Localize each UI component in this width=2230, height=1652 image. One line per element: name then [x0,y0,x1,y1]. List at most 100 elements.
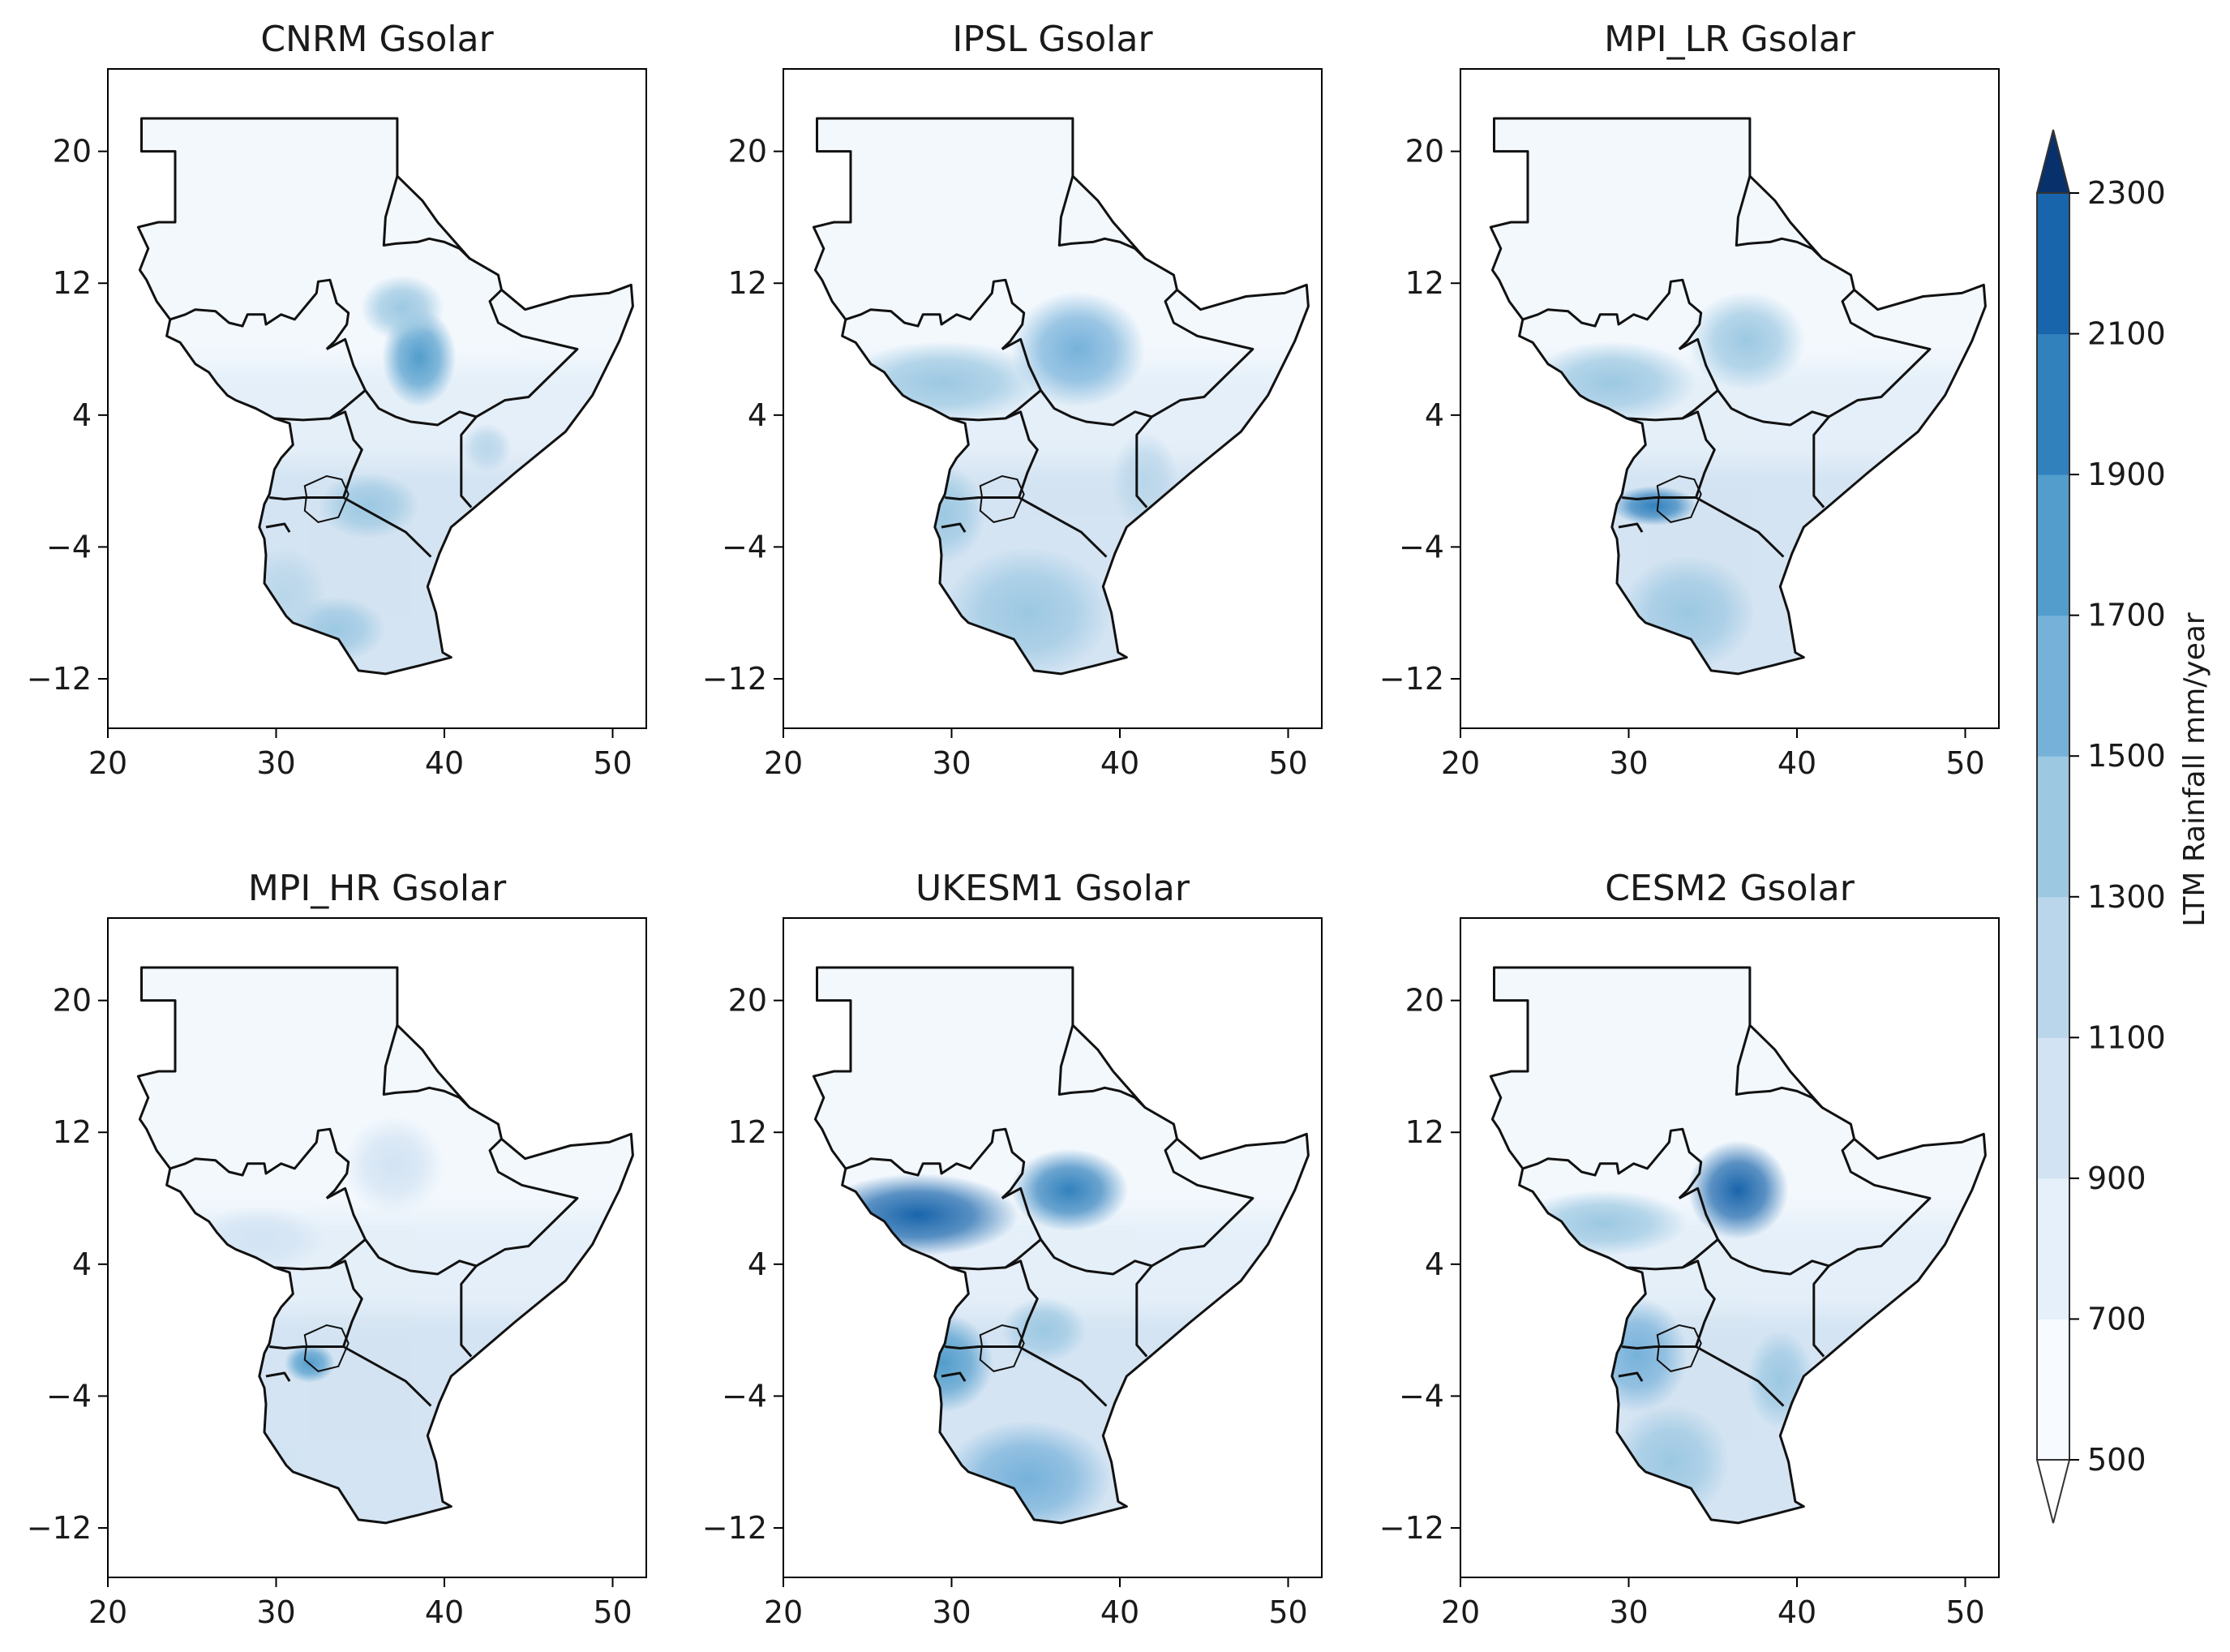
x-tick-label: 50 [593,745,632,781]
x-tick-label: 40 [1778,1594,1816,1630]
rainfall-hotspot [343,1115,444,1215]
y-tick-label: 4 [748,1247,767,1282]
country-border [845,278,1026,350]
lake-outline [303,1324,350,1372]
rainfall-background [138,1313,633,1523]
y-tick-label: 20 [728,134,767,169]
country-border [460,415,478,508]
rainfall-hotspot [360,275,444,341]
colorbar-frame [2036,192,2070,1461]
y-tick-label: 20 [1405,983,1444,1019]
x-tick-label: 50 [1945,1594,1984,1630]
x-tick-label: 20 [764,1594,803,1630]
x-tick-label: 30 [256,1594,295,1630]
rainfall-hotspot [842,341,1044,423]
rainfall-hotspot [1611,486,1696,526]
country-border [1135,1264,1153,1358]
y-tick-label: 4 [1425,397,1444,433]
colorbar-tick-label: 1300 [2087,879,2166,915]
country-border [269,1345,432,1407]
country-border [169,1127,350,1199]
colorbar-band [2037,1319,2069,1461]
axes-frame [107,68,647,729]
rainfall-hotspot [1586,1297,1688,1413]
map-panel: CNRM Gsolar 20 30 40 50 20 12 4 −4 −12 [27,19,647,781]
colorbar-band [2037,474,2069,616]
country-border [945,1345,1108,1407]
y-tick-label: 4 [1425,1247,1444,1282]
region-outline [812,966,1310,1525]
x-tick-label: 30 [932,745,971,781]
country-border [1522,278,1703,350]
map-panel: UKESM1 Gsolar 20 30 40 50 20 12 4 −4 −12 [702,868,1323,1630]
country-border [1622,496,1785,558]
panel-title: CESM2 Gsolar [1605,868,1855,909]
rainfall-hotspot [943,1420,1112,1523]
lake-outline [979,474,1025,523]
panel-title: MPI_HR Gsolar [248,868,507,909]
country-border [845,1127,1026,1199]
y-tick-label: 20 [1405,134,1444,169]
rainfall-hotspot [901,464,985,564]
y-tick-label: −4 [46,529,92,564]
colorbar-tick-label: 1500 [2087,738,2166,774]
map-panel: MPI_HR Gsolar 20 30 40 50 20 12 4 −4 −12 [27,868,647,1630]
country-border [326,289,579,427]
country-border [265,1371,291,1382]
country-border [941,1371,967,1382]
colorbar-tick-label: 900 [2087,1161,2146,1196]
map-panel: IPSL Gsolar 20 30 40 50 20 12 4 −4 −12 [702,19,1323,781]
lake-outline [1656,1324,1702,1372]
x-tick-label: 20 [1441,1594,1480,1630]
rainfall-hotspot [318,472,419,539]
country-border [1735,1024,1824,1109]
colorbar-tick-label: 700 [2087,1301,2146,1337]
panel-title: CNRM Gsolar [260,19,494,60]
rainfall-hotspot [461,423,512,473]
axes-frame [1460,68,2000,729]
colorbar-band [2037,333,2069,475]
rainfall-hotspot [1001,1297,1087,1363]
lake-outline [303,474,350,523]
colorbar-tick-label: 2300 [2087,175,2166,211]
x-tick-label: 50 [1268,745,1307,781]
colorbar-band [2037,1178,2069,1319]
country-border [326,1138,579,1276]
panel-title: MPI_LR Gsolar [1604,19,1856,60]
rainfall-hotspot [892,1313,994,1413]
y-tick-label: −4 [46,1378,92,1414]
colorbar-tick-label: 1900 [2087,457,2166,492]
lake-outline [1656,474,1702,523]
x-tick-label: 50 [593,1594,632,1630]
country-border [945,496,1108,558]
y-tick-label: −12 [1379,661,1444,697]
axes-frame [1460,917,2000,1578]
country-border [265,522,291,533]
y-tick-label: 4 [748,397,767,433]
country-border [274,1259,363,1347]
x-tick-label: 50 [1268,1594,1307,1630]
y-tick-label: 12 [1405,1114,1444,1150]
colorbar-extend-min [2035,1459,2071,1524]
rainfall-hotspot [1010,291,1146,407]
panel-title: IPSL Gsolar [952,19,1153,60]
country-border [950,410,1039,498]
y-tick-label: −4 [722,1378,767,1414]
rainfall-hotspot [191,1206,327,1272]
colorbar: 500 700 900 1100 1300 1500 1700 1900 2100 2300 LTM… [2035,129,2211,1524]
region-outline [1489,117,1987,676]
x-tick-label: 40 [1778,745,1816,781]
rainfall-hotspot [242,1429,310,1495]
country-border [1627,410,1716,498]
y-tick-label: −12 [27,1510,92,1546]
x-tick-label: 20 [88,1594,127,1630]
colorbar-label: LTM Rainfall mm/year [2178,612,2211,927]
country-border [1057,1024,1147,1109]
rainfall-hotspot [817,1174,1019,1256]
country-border [169,278,350,350]
colorbar-extend-max [2035,129,2071,194]
y-tick-label: −12 [1379,1510,1444,1546]
y-tick-label: 12 [728,1114,767,1150]
x-tick-label: 30 [932,1594,971,1630]
rainfall-hotspot [1519,1190,1688,1256]
